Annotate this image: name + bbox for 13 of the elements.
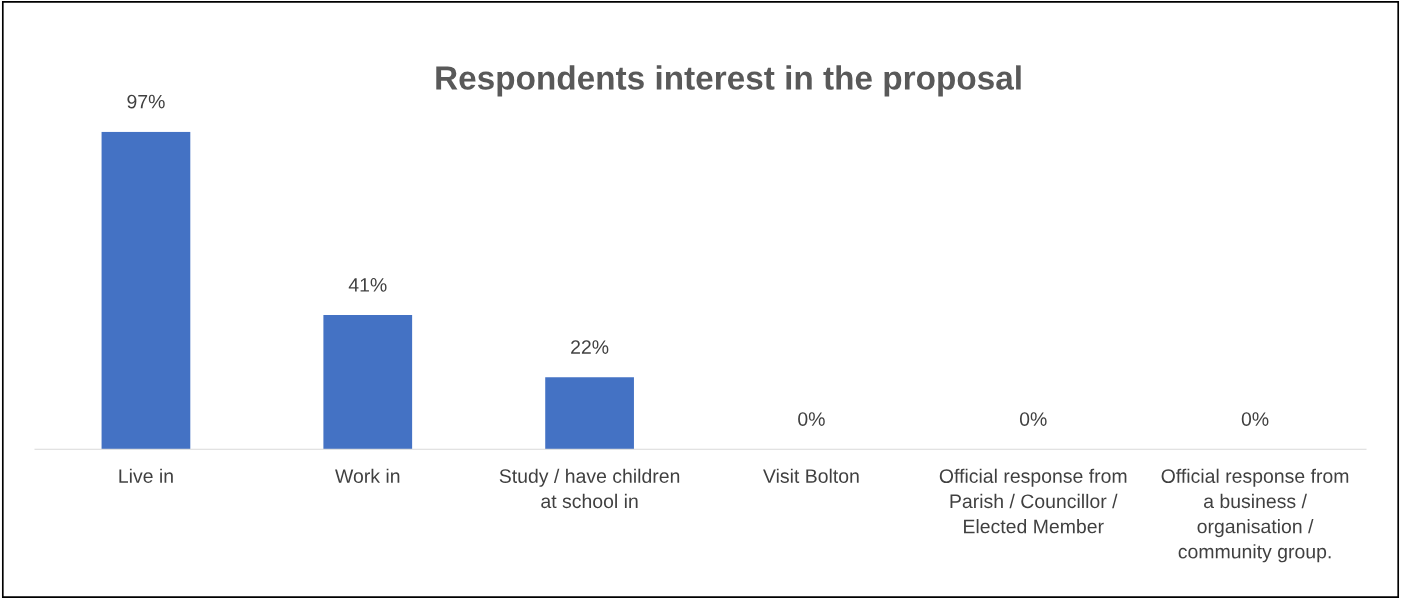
data-label: 41% (348, 278, 387, 292)
data-label: 0% (1241, 412, 1269, 426)
x-tick-label: Live in (119, 468, 173, 483)
data-label: 22% (571, 340, 609, 354)
x-tick-label: Work in (335, 468, 400, 483)
x-tick-label: Official response from Parish / Councillor / Elected Member (939, 468, 1127, 534)
x-tick-label: Official response from a business / organisation / community group. (1161, 468, 1349, 563)
x-tick-label: Visit Bolton (763, 468, 859, 483)
data-label: 97% (127, 94, 165, 109)
data-label: 0% (1019, 412, 1047, 426)
data-label: 0% (798, 412, 825, 426)
x-tick-label: Study / have children at school in (499, 468, 680, 509)
chart-title: Respondents interest in the proposal (436, 65, 1021, 97)
